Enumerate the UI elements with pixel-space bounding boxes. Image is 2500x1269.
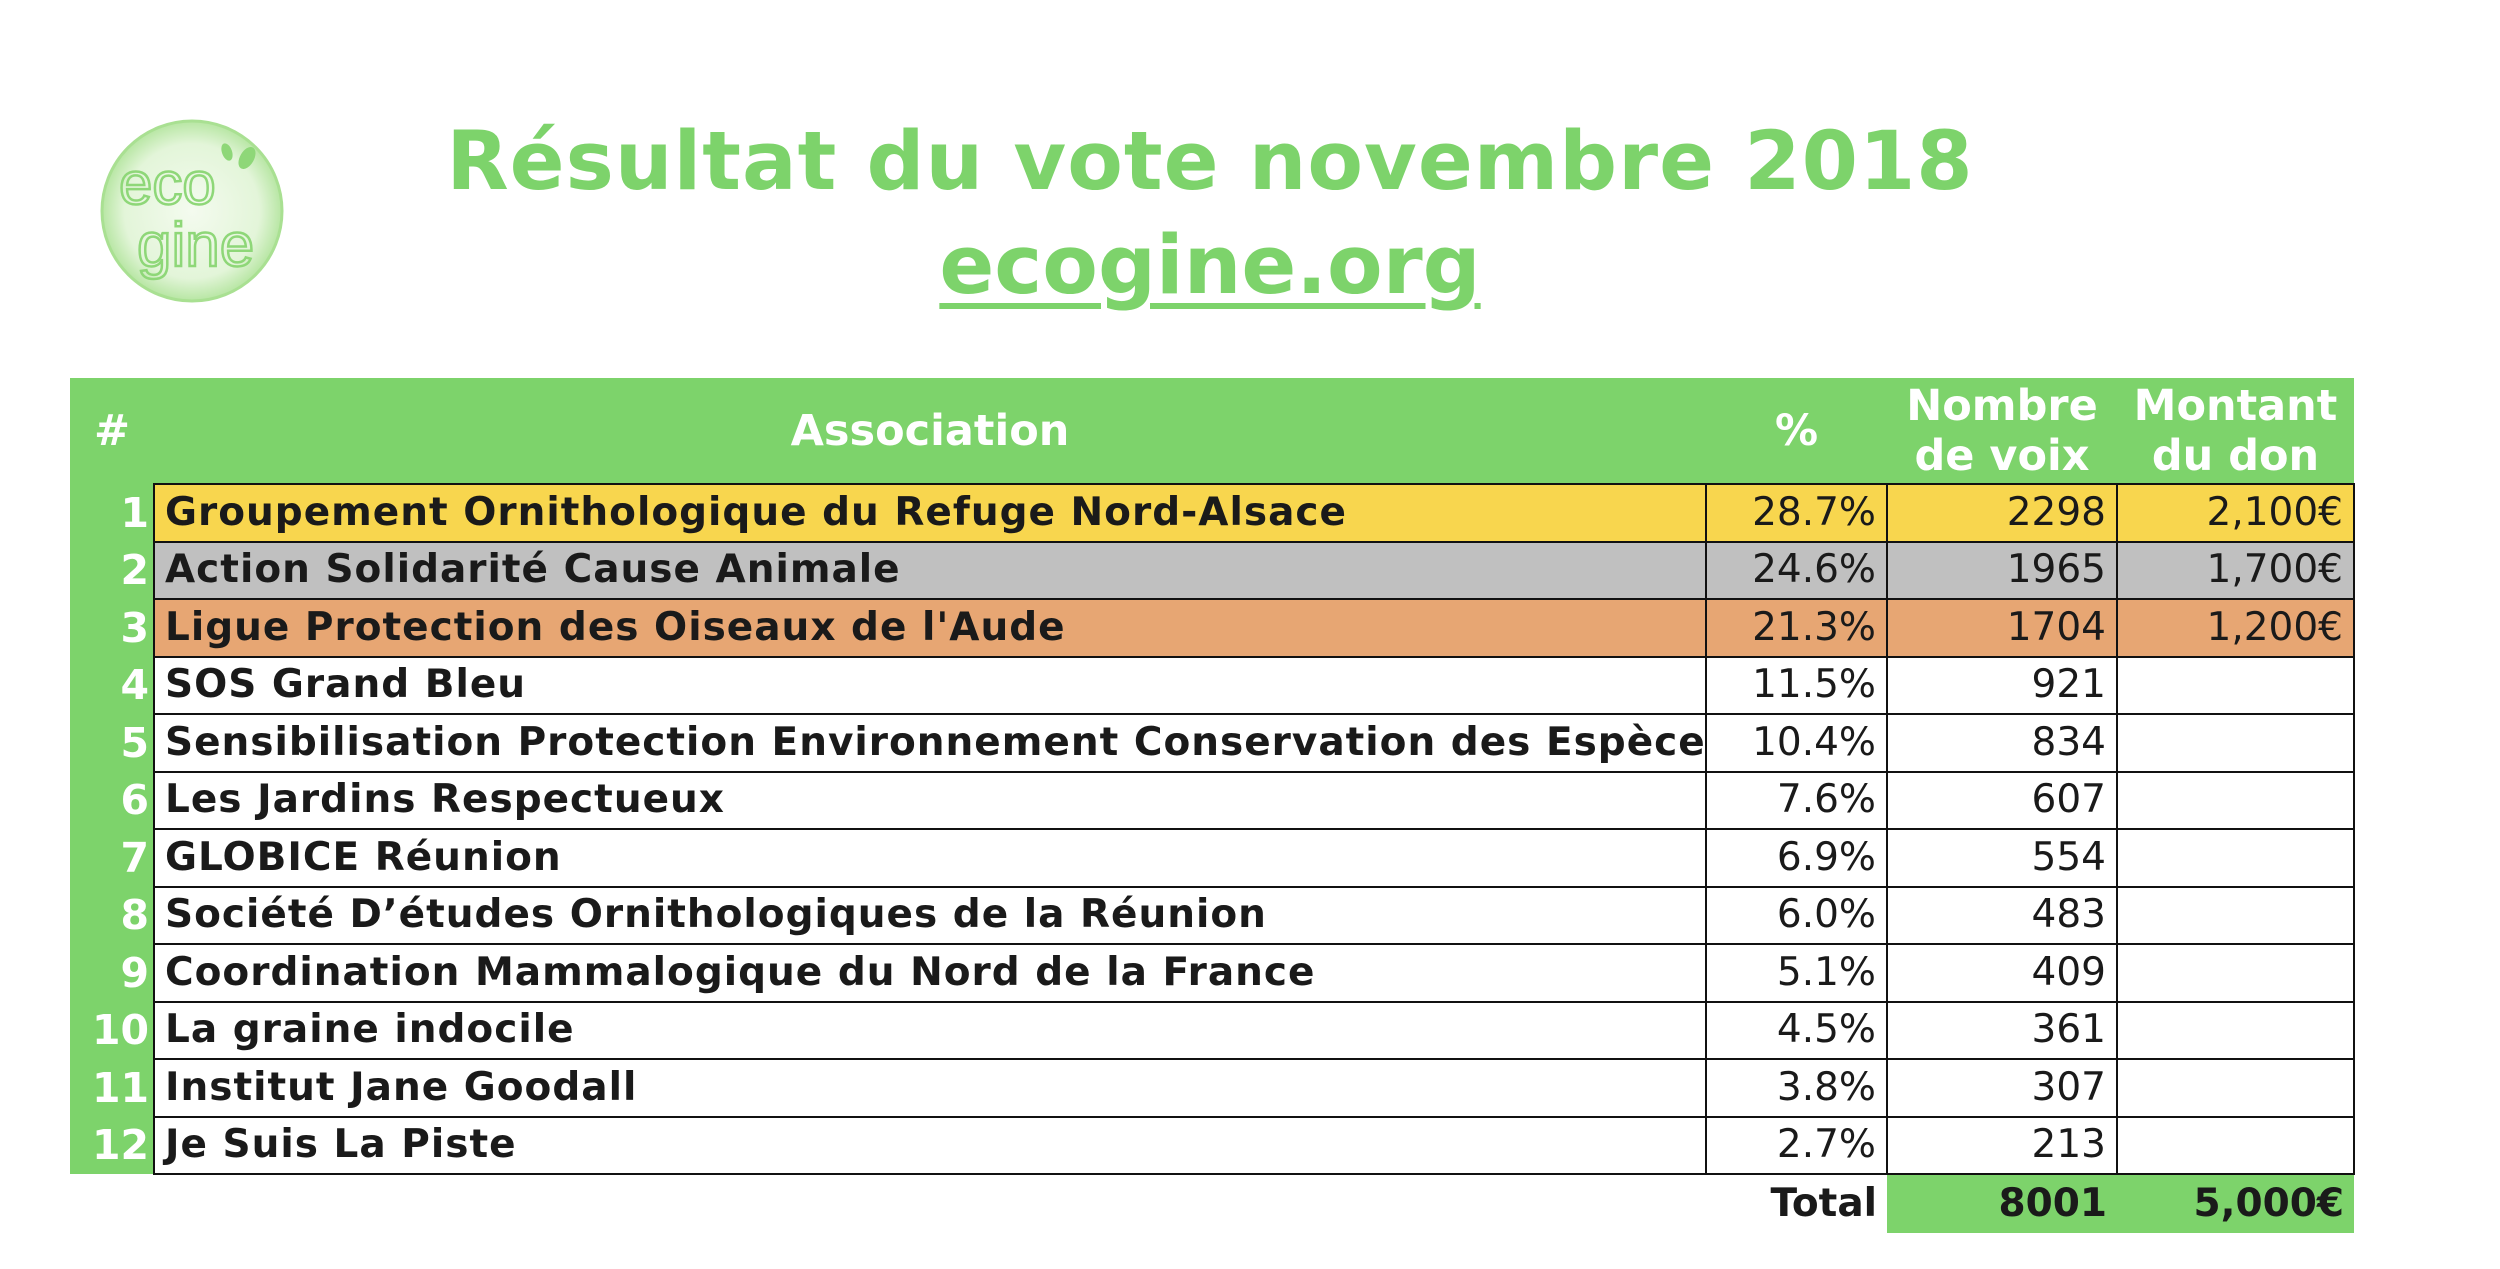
col-header-votes: Nombre de voix [1887,378,2117,484]
pct-cell: 4.5% [1705,1000,1888,1060]
amount-cell: 1,700€ [2116,540,2355,600]
votes-cell: 834 [1886,713,2118,773]
rank-cell: 2 [70,541,155,599]
table-row: 7 GLOBICE Réunion 6.9% 554 [70,828,2355,888]
amount-cell [2116,655,2355,715]
table-row: 1 Groupement Ornithologique du Refuge No… [70,483,2355,543]
votes-cell: 607 [1886,770,2118,830]
pct-cell: 5.1% [1705,943,1888,1003]
pct-cell: 11.5% [1705,655,1888,715]
rank-cell: 7 [70,829,155,887]
rank-cell: 8 [70,886,155,944]
votes-cell: 2298 [1886,483,2118,543]
association-cell: SOS Grand Bleu [153,655,1707,715]
page-header: Résultat du vote novembre 2018 ecogine.o… [0,108,2420,316]
association-cell: Coordination Mammalogique du Nord de la … [153,943,1707,1003]
votes-cell: 483 [1886,885,2118,945]
table-row: 11 Institut Jane Goodall 3.8% 307 [70,1058,2355,1118]
votes-cell: 1704 [1886,598,2118,658]
table-header-row: # Association % Nombre de voix Montant d… [70,378,2354,484]
svg-text:gine: gine [137,211,254,280]
total-amount: 5,000€ [2117,1174,2354,1233]
association-cell: Groupement Ornithologique du Refuge Nord… [153,483,1707,543]
votes-cell: 554 [1886,828,2118,888]
association-cell: Ligue Protection des Oiseaux de l'Aude [153,598,1707,658]
association-cell: Action Solidarité Cause Animale [153,540,1707,600]
rank-cell: 11 [70,1059,155,1117]
amount-cell [2116,1115,2355,1175]
association-cell: La graine indocile [153,1000,1707,1060]
ecogine-logo: eco gine [100,119,284,303]
table-row: 5 Sensibilisation Protection Environneme… [70,713,2355,773]
rank-cell: 3 [70,599,155,657]
col-header-pct: % [1706,378,1887,484]
total-row: Total 8001 5,000€ [70,1174,2354,1233]
amount-cell [2116,713,2355,773]
table-row: 3 Ligue Protection des Oiseaux de l'Aude… [70,598,2355,658]
votes-cell: 1965 [1886,540,2118,600]
amount-cell: 2,100€ [2116,483,2355,543]
rank-cell: 12 [70,1116,155,1174]
rank-cell: 6 [70,771,155,829]
table-row: 6 Les Jardins Respectueux 7.6% 607 [70,770,2355,830]
rank-cell: 4 [70,656,155,714]
pct-cell: 24.6% [1705,540,1888,600]
total-label: Total [1770,1181,1877,1226]
amount-cell [2116,885,2355,945]
votes-cell: 307 [1886,1058,2118,1118]
pct-cell: 2.7% [1705,1115,1888,1175]
votes-cell: 213 [1886,1115,2118,1175]
total-votes: 8001 [1887,1174,2117,1233]
table-row: 8 Société D’études Ornithologiques de la… [70,885,2355,945]
association-cell: Sensibilisation Protection Environnement… [153,713,1707,773]
page-title: Résultat du vote novembre 2018 [446,115,1974,209]
amount-cell [2116,770,2355,830]
rank-cell: 5 [70,714,155,772]
association-cell: Institut Jane Goodall [153,1058,1707,1118]
rank-cell: 1 [70,484,155,542]
svg-text:eco: eco [119,150,216,217]
amount-cell: 1,200€ [2116,598,2355,658]
pct-cell: 7.6% [1705,770,1888,830]
pct-cell: 21.3% [1705,598,1888,658]
rank-cell: 9 [70,944,155,1002]
amount-cell [2116,1000,2355,1060]
pct-cell: 6.0% [1705,885,1888,945]
association-cell: Je Suis La Piste [153,1115,1707,1175]
table-row: 10 La graine indocile 4.5% 361 [70,1000,2355,1060]
amount-cell [2116,1058,2355,1118]
col-header-num: # [70,378,154,484]
col-header-amount: Montant du don [2117,378,2354,484]
col-header-association: Association [154,378,1706,484]
association-cell: Les Jardins Respectueux [153,770,1707,830]
amount-cell [2116,943,2355,1003]
association-cell: Société D’études Ornithologiques de la R… [153,885,1707,945]
table-row: 4 SOS Grand Bleu 11.5% 921 [70,655,2355,715]
pct-cell: 3.8% [1705,1058,1888,1118]
rank-cell: 10 [70,1001,155,1059]
association-cell: GLOBICE Réunion [153,828,1707,888]
votes-cell: 361 [1886,1000,2118,1060]
pct-cell: 10.4% [1705,713,1888,773]
table-row: 9 Coordination Mammalogique du Nord de l… [70,943,2355,1003]
results-table: # Association % Nombre de voix Montant d… [70,378,2355,1233]
pct-cell: 28.7% [1705,483,1888,543]
table-row: 12 Je Suis La Piste 2.7% 213 [70,1115,2355,1175]
votes-cell: 409 [1886,943,2118,1003]
site-link[interactable]: ecogine.org [939,219,1481,313]
table-row: 2 Action Solidarité Cause Animale 24.6% … [70,540,2355,600]
votes-cell: 921 [1886,655,2118,715]
amount-cell [2116,828,2355,888]
pct-cell: 6.9% [1705,828,1888,888]
